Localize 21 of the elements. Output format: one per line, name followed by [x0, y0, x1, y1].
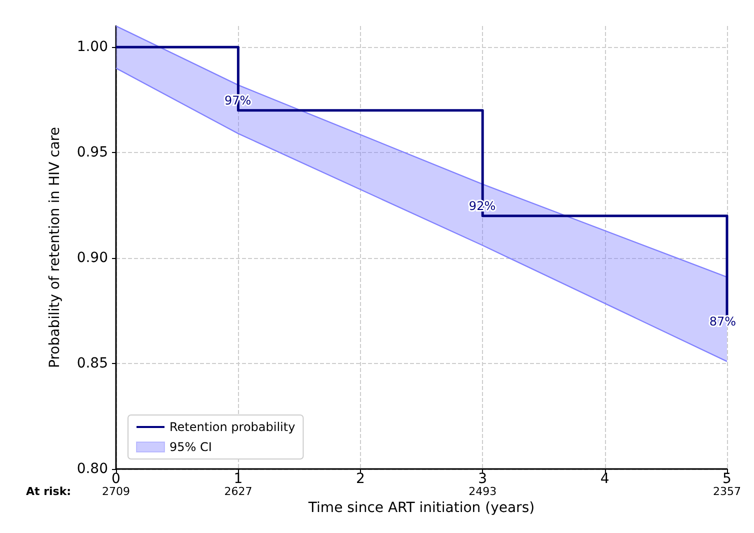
text: 2627 [224, 485, 252, 498]
y-tick-label: 1.00 [76, 39, 108, 56]
text: 2493 [468, 485, 497, 498]
legend-label: Retention probability [170, 420, 296, 434]
x-axis-title: Time since ART initiation (years) [307, 500, 535, 516]
y-axis-title: Probability of retention in HIV care [47, 127, 63, 368]
x-tick-label: 4 [600, 471, 610, 487]
x-tick-label: 0 [112, 471, 120, 487]
data-label: 87% [709, 314, 736, 328]
y-tick-label: 0.90 [76, 250, 108, 266]
legend-label: 95% CI [170, 440, 212, 454]
y-tick-label: 0.80 [76, 461, 108, 477]
text: 2709 [102, 485, 130, 498]
y-tick-label: 0.85 [76, 356, 108, 372]
x-tick-label: 1 [234, 471, 243, 487]
y-tick-label: 0.95 [76, 144, 108, 161]
x-tick-label: 5 [722, 471, 732, 487]
text: At risk: [26, 485, 72, 498]
x-tick-label: 2 [356, 471, 365, 487]
x-tick-label: 3 [478, 471, 488, 487]
text: 2357 [713, 485, 741, 498]
